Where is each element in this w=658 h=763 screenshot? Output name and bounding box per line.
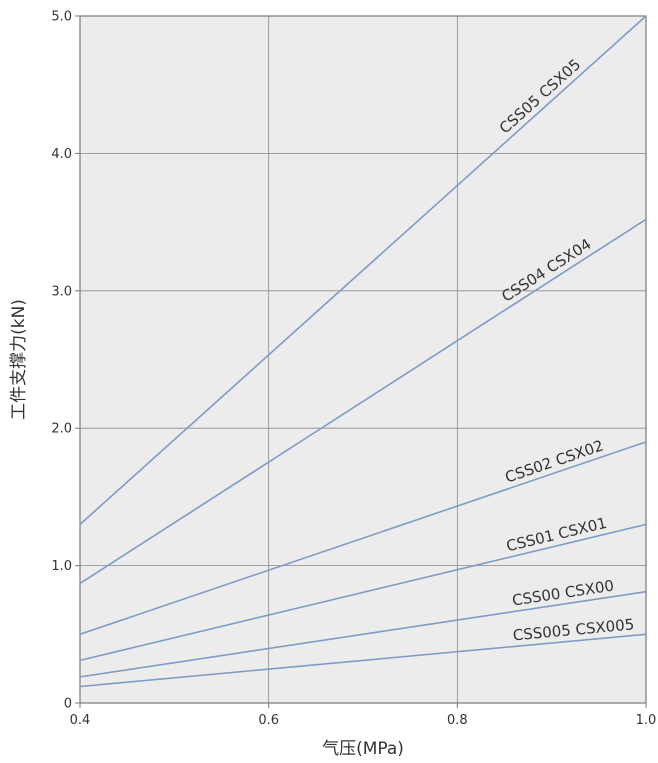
y-tick-label: 4.0 [51, 147, 72, 162]
y-tick-label: 5.0 [51, 10, 72, 25]
x-axis-ticks: 0.4 0.6 0.8 1.0 [70, 703, 657, 728]
y-tick-label: 1.0 [51, 559, 72, 574]
y-axis-ticks: 0 1.0 2.0 3.0 4.0 5.0 [51, 10, 80, 712]
series-lines [79, 15, 647, 688]
plot-frame [79, 15, 647, 704]
series-line [79, 590, 647, 678]
series-line [79, 523, 647, 662]
grid-lines [80, 16, 646, 703]
x-tick-label: 1.0 [636, 713, 657, 728]
series-line [79, 218, 647, 585]
series-line [79, 441, 647, 636]
y-axis-title: 工件支撑力(kN) [9, 299, 29, 420]
plot-background [80, 16, 646, 703]
x-tick-label: 0.8 [447, 713, 468, 728]
y-tick-label: 0 [64, 697, 72, 712]
y-tick-label: 2.0 [51, 422, 72, 437]
series-line [79, 633, 647, 688]
x-tick-label: 0.6 [258, 713, 279, 728]
series-line [79, 15, 647, 525]
x-axis-title: 气压(MPa) [322, 739, 404, 759]
x-tick-label: 0.4 [70, 713, 91, 728]
y-tick-label: 3.0 [51, 284, 72, 299]
